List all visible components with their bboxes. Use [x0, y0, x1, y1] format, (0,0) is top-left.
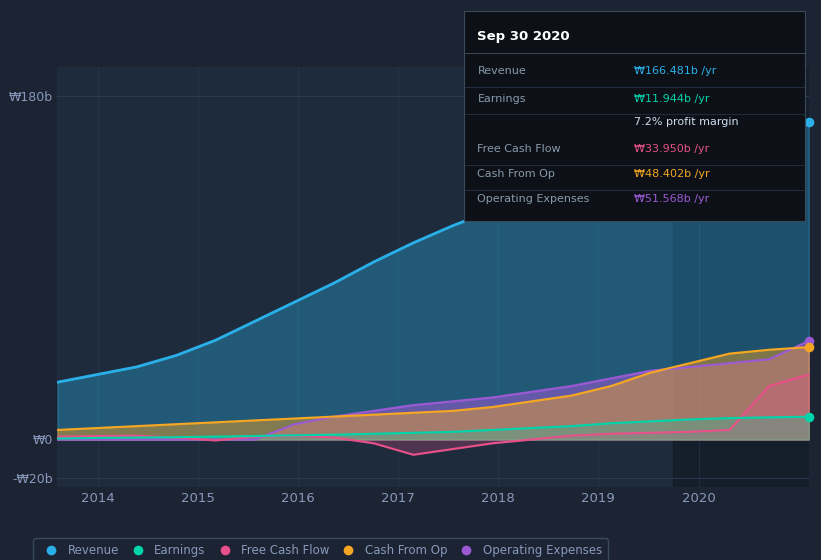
Text: Earnings: Earnings [478, 94, 526, 104]
Text: ₩166.481b /yr: ₩166.481b /yr [635, 66, 717, 76]
Text: Revenue: Revenue [478, 66, 526, 76]
Bar [673, 67, 821, 487]
Point [802, 412, 815, 421]
Text: Sep 30 2020: Sep 30 2020 [478, 30, 570, 43]
Text: Operating Expenses: Operating Expenses [478, 194, 589, 204]
Point [802, 337, 815, 346]
Point [802, 343, 815, 352]
Legend: Revenue, Earnings, Free Cash Flow, Cash From Op, Operating Expenses: Revenue, Earnings, Free Cash Flow, Cash … [34, 538, 608, 560]
Text: Free Cash Flow: Free Cash Flow [478, 144, 561, 154]
Text: ₩51.568b /yr: ₩51.568b /yr [635, 194, 709, 204]
Text: Cash From Op: Cash From Op [478, 169, 555, 179]
Text: ₩48.402b /yr: ₩48.402b /yr [635, 169, 710, 179]
Text: ₩11.944b /yr: ₩11.944b /yr [635, 94, 709, 104]
Point [802, 117, 815, 126]
Text: ₩33.950b /yr: ₩33.950b /yr [635, 144, 709, 154]
Text: 7.2% profit margin: 7.2% profit margin [635, 116, 739, 127]
